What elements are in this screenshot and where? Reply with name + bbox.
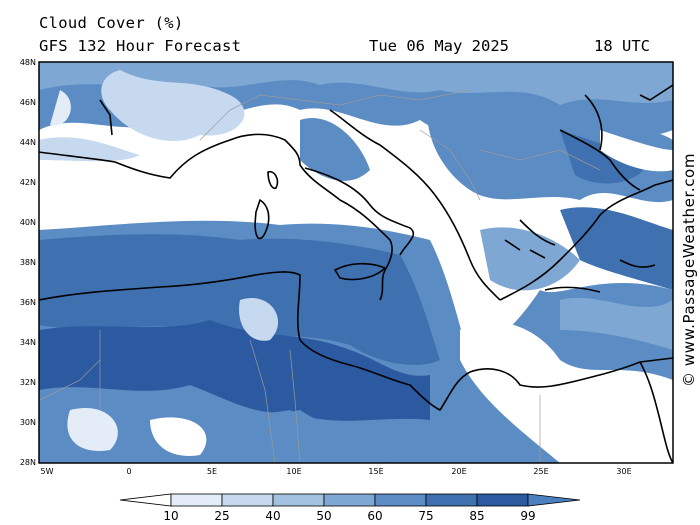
- lat-label: 38N: [19, 258, 36, 267]
- lon-label: 0: [126, 467, 132, 476]
- lat-label: 32N: [19, 378, 36, 387]
- lat-label: 48N: [19, 58, 36, 67]
- lon-label: 20E: [451, 467, 467, 476]
- lat-label: 42N: [19, 178, 36, 187]
- colorbar-segment: [272, 493, 325, 507]
- country-borders: [39, 89, 601, 463]
- lat-label: 36N: [19, 298, 36, 307]
- title: Cloud Cover (%): [39, 14, 184, 32]
- coastlines: [39, 84, 673, 463]
- colorbar-label: 25: [214, 509, 230, 523]
- lat-label: 30N: [19, 418, 36, 427]
- lat-label: 46N: [19, 98, 36, 107]
- colorbar-segment: [221, 493, 274, 507]
- colorbar-label: 50: [316, 509, 332, 523]
- lat-label: 28N: [19, 458, 36, 467]
- colorbar-segment: [323, 493, 376, 507]
- map-border: [38, 61, 674, 464]
- colorbar-label: 40: [265, 509, 281, 523]
- lon-label: 30E: [616, 467, 632, 476]
- forecast-time: 18 UTC: [594, 37, 650, 55]
- colorbar-segment: [119, 493, 172, 507]
- lat-label: 44N: [19, 138, 36, 147]
- lon-label: 10E: [286, 467, 302, 476]
- forecast-date: Tue 06 May 2025: [369, 37, 509, 55]
- colorbar-label: 60: [367, 509, 383, 523]
- colorbar-segment: [476, 493, 529, 507]
- colorbar-segment: [374, 493, 427, 507]
- lon-label: 5W: [40, 467, 54, 476]
- lon-label: 25E: [533, 467, 549, 476]
- lon-label: 5E: [206, 467, 218, 476]
- colorbar-label: 10: [163, 509, 179, 523]
- colorbar-label: 85: [469, 509, 485, 523]
- lat-label: 40N: [19, 218, 36, 227]
- lon-label: 15E: [368, 467, 384, 476]
- lat-label: 34N: [19, 338, 36, 347]
- colorbar-segment: [425, 493, 478, 507]
- colorbar-label: 75: [418, 509, 434, 523]
- colorbar-label: 99: [520, 509, 536, 523]
- colorbar-segment: [527, 493, 581, 507]
- colorbar-segment: [170, 493, 223, 507]
- subtitle: GFS 132 Hour Forecast: [39, 37, 242, 55]
